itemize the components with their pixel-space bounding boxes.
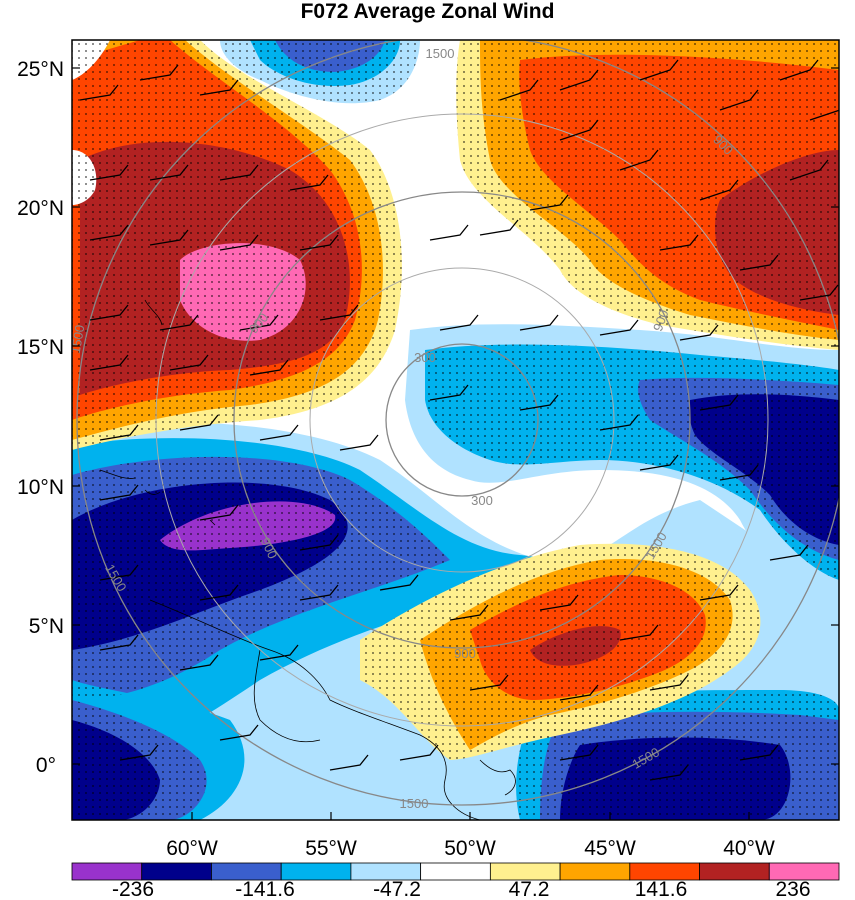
- colorbar-label: 236: [775, 878, 810, 900]
- colorbar-label: -47.2: [373, 878, 421, 900]
- coastlines: [99, 299, 516, 820]
- lat-label: 20°N: [17, 197, 64, 220]
- colorbar-swatch: [420, 862, 491, 881]
- colorbar-labels: -236 -141.6 -47.2 47.2 141.6 236: [112, 878, 811, 900]
- lat-labels: 25°N 20°N 15°N 10°N 5°N 0°: [17, 58, 64, 777]
- colorbar: [71, 862, 840, 881]
- lat-label: 5°N: [29, 615, 64, 638]
- colorbar-label: -236: [112, 878, 154, 900]
- ring-label: 900: [650, 308, 672, 334]
- colorbar-swatch: [699, 862, 770, 881]
- map-plot-area: 1500 900 900 1500 300 300 900 900 900 15…: [68, 40, 839, 820]
- lat-ticks: [72, 67, 839, 765]
- colorbar-swatch: [768, 862, 840, 881]
- colorbar-swatch: [559, 862, 631, 881]
- ring-label: 1500: [426, 46, 455, 61]
- lat-label: 15°N: [17, 336, 64, 359]
- lon-label: 40°W: [723, 837, 775, 860]
- ring-label: 1500: [68, 324, 88, 355]
- wind-barbs: [79, 59, 839, 781]
- lat-label: 10°N: [17, 476, 64, 499]
- map-frame: [71, 39, 840, 821]
- lon-ticks: [191, 812, 750, 820]
- ring-label: 900: [454, 646, 476, 661]
- lon-label: 45°W: [584, 837, 636, 860]
- ring-label: 300: [471, 493, 493, 508]
- range-rings-inner: [155, 113, 769, 727]
- lat-label: 0°: [36, 754, 56, 777]
- lon-label: 60°W: [166, 837, 218, 860]
- lat-label: 25°N: [17, 58, 64, 81]
- ring-label: 1500: [400, 796, 429, 811]
- map-title: F072 Average Zonal Wind: [300, 0, 555, 23]
- stipple-overlay: [72, 40, 839, 820]
- lon-labels: 60°W 55°W 50°W 45°W 40°W: [166, 837, 775, 860]
- range-rings: [76, 40, 839, 806]
- ring-label: 300: [414, 350, 436, 365]
- lon-label: 55°W: [305, 837, 357, 860]
- colorbar-label: 47.2: [509, 878, 550, 900]
- colorbar-label: 141.6: [635, 878, 688, 900]
- colorbar-label: -141.6: [235, 878, 295, 900]
- lon-label: 50°W: [444, 837, 496, 860]
